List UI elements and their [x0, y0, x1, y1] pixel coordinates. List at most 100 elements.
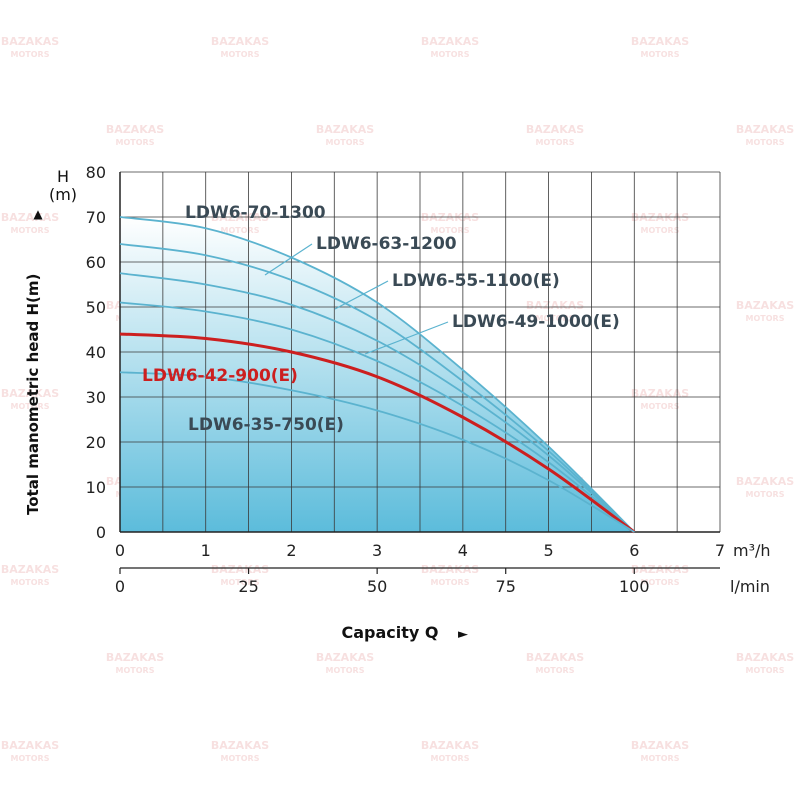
watermark-text: BAZAKAS — [631, 211, 689, 224]
watermark-text: MOTORS — [641, 754, 680, 763]
watermark-text: MOTORS — [536, 666, 575, 675]
series-label: LDW6-63-1200 — [316, 234, 457, 254]
x-axis-arrow-icon: ► — [458, 627, 468, 642]
series-label: LDW6-35-750(E) — [188, 415, 344, 435]
watermark-text: MOTORS — [431, 578, 470, 587]
y-unit-line2: (m) — [49, 185, 77, 204]
watermark-text: BAZAKAS — [526, 299, 584, 312]
watermark-text: MOTORS — [11, 754, 50, 763]
series-label: LDW6-49-1000(E) — [452, 312, 620, 332]
watermark-text: MOTORS — [641, 578, 680, 587]
x-tick-label: 4 — [458, 541, 468, 560]
watermark-text: BAZAKAS — [421, 563, 479, 576]
watermark-text: MOTORS — [746, 138, 785, 147]
x-unit-secondary: l/min — [730, 577, 770, 596]
watermark-text: MOTORS — [326, 666, 365, 675]
x2-tick-label: 25 — [238, 577, 258, 596]
watermark-text: MOTORS — [536, 314, 575, 323]
watermark-text: MOTORS — [221, 50, 260, 59]
series-label-leader — [364, 321, 449, 355]
watermark-text: MOTORS — [11, 402, 50, 411]
series-label-leader — [264, 243, 313, 276]
series-line-ldw6-70-1300 — [119, 216, 635, 533]
series-line-ldw6-35-750-e- — [119, 371, 635, 533]
series-label: LDW6-42-900(E) — [142, 366, 298, 386]
watermark-text: BAZAKAS — [421, 739, 479, 752]
watermark-text: MOTORS — [116, 138, 155, 147]
watermark-text: BAZAKAS — [421, 35, 479, 48]
x-axis-title: Capacity Q — [341, 623, 438, 642]
watermark-text: BAZAKAS — [736, 299, 794, 312]
series-line-ldw6-63-1200 — [119, 243, 635, 533]
x-tick-label: 6 — [629, 541, 639, 560]
series-line-ldw6-55-1100-e- — [119, 272, 635, 533]
watermark-text: MOTORS — [641, 50, 680, 59]
watermark-text: BAZAKAS — [211, 211, 269, 224]
watermark-text: MOTORS — [746, 314, 785, 323]
y-tick-label: 30 — [86, 388, 106, 407]
watermark-text: BAZAKAS — [736, 651, 794, 664]
y-axis-title: Total manometric head H(m) — [24, 274, 42, 515]
x2-tick-label: 50 — [367, 577, 387, 596]
watermark-text: BAZAKAS — [1, 387, 59, 400]
watermark-text: BAZAKAS — [736, 123, 794, 136]
y-tick-label: 10 — [86, 478, 106, 497]
x2-tick-label: 100 — [619, 577, 650, 596]
watermark-text: MOTORS — [11, 578, 50, 587]
watermark-text: MOTORS — [116, 666, 155, 675]
y-unit-line1: H — [57, 167, 69, 186]
watermark-text: BAZAKAS — [631, 387, 689, 400]
watermark-text: MOTORS — [326, 138, 365, 147]
x-tick-label: 1 — [201, 541, 211, 560]
watermark-text: BAZAKAS — [631, 35, 689, 48]
y-tick-label: 80 — [86, 163, 106, 182]
y-tick-label: 40 — [86, 343, 106, 362]
x-tick-label: 5 — [543, 541, 553, 560]
x-unit-primary: m³/h — [733, 541, 771, 560]
chart-curves — [119, 216, 636, 534]
watermark-text: BAZAKAS — [316, 651, 374, 664]
watermark-text: BAZAKAS — [631, 563, 689, 576]
watermark-text: MOTORS — [746, 666, 785, 675]
watermark-text: MOTORS — [11, 50, 50, 59]
series-label: LDW6-55-1100(E) — [392, 271, 560, 291]
y-tick-label: 0 — [96, 523, 106, 542]
watermark-text: BAZAKAS — [631, 739, 689, 752]
series-label: LDW6-70-1300 — [185, 203, 326, 223]
y-tick-label: 70 — [86, 208, 106, 227]
series-label-leader — [334, 280, 389, 310]
x2-tick-label: 0 — [115, 577, 125, 596]
x2-tick-label: 75 — [496, 577, 516, 596]
watermark-text: MOTORS — [11, 226, 50, 235]
x-tick-label: 3 — [372, 541, 382, 560]
y-tick-label: 50 — [86, 298, 106, 317]
watermark-text: MOTORS — [641, 402, 680, 411]
watermark-text: MOTORS — [431, 50, 470, 59]
x-tick-label: 0 — [115, 541, 125, 560]
watermark-text: BAZAKAS — [211, 739, 269, 752]
watermark-text: BAZAKAS — [1, 739, 59, 752]
watermark-text: BAZAKAS — [1, 211, 59, 224]
watermark-text: BAZAKAS — [211, 563, 269, 576]
y-tick-label: 60 — [86, 253, 106, 272]
watermark-text: MOTORS — [431, 754, 470, 763]
watermark-text: MOTORS — [641, 226, 680, 235]
watermark-text: MOTORS — [221, 754, 260, 763]
watermark-text: BAZAKAS — [526, 651, 584, 664]
watermark-text: BAZAKAS — [316, 123, 374, 136]
chart-series-labels: LDW6-70-1300 LDW6-63-1200 LDW6-55-1100(E) L… — [142, 203, 620, 435]
watermark-text: BAZAKAS — [526, 123, 584, 136]
watermark-text: MOTORS — [221, 578, 260, 587]
y-axis-arrow-icon: ▲ — [33, 207, 43, 221]
watermark-text: MOTORS — [536, 138, 575, 147]
x-tick-label: 7 — [715, 541, 725, 560]
series-line-ldw6-42-900-e- — [119, 332, 636, 534]
watermark-text: BAZAKAS — [421, 211, 479, 224]
watermark-text: BAZAKAS — [106, 651, 164, 664]
y-tick-label: 20 — [86, 433, 106, 452]
x-tick-label: 2 — [286, 541, 296, 560]
watermark-text: BAZAKAS — [211, 35, 269, 48]
watermark-text: MOTORS — [431, 226, 470, 235]
